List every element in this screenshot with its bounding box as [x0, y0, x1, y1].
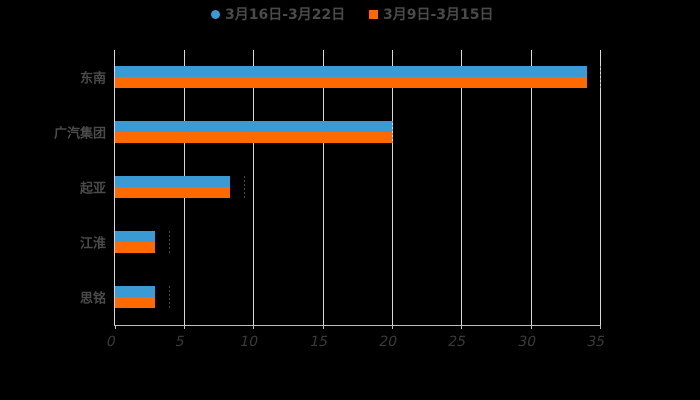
x-tick-label: 35	[585, 334, 607, 350]
legend-item-week-0316[interactable]: 3月16日-3月22日	[211, 4, 345, 24]
x-tick	[184, 325, 185, 329]
bar-week-0309[interactable]	[115, 297, 155, 308]
legend-marker-circle-icon	[211, 9, 220, 19]
bar-week-0309[interactable]	[115, 132, 392, 143]
gridline	[600, 50, 601, 325]
bar-week-0309[interactable]	[115, 77, 587, 88]
hidden-data-label	[169, 231, 170, 253]
hidden-data-label	[392, 121, 393, 143]
x-tick	[531, 325, 532, 329]
x-tick-label: 20	[377, 334, 399, 350]
x-tick	[461, 325, 462, 329]
hidden-data-label	[169, 286, 170, 308]
hidden-data-label	[244, 176, 245, 198]
y-category-label: 江淮	[79, 236, 106, 252]
bar-week-0309[interactable]	[115, 242, 155, 253]
bar-week-0316[interactable]	[115, 176, 230, 187]
bar-week-0316[interactable]	[115, 286, 155, 297]
legend-label: 3月16日-3月22日	[225, 7, 346, 23]
y-category-label: 思铭	[79, 291, 106, 307]
bar-week-0309[interactable]	[115, 187, 230, 198]
bar-week-0316[interactable]	[115, 121, 392, 132]
y-category-label: 东南	[79, 71, 106, 87]
x-tick	[323, 325, 324, 329]
y-category-label: 广汽集团	[53, 126, 106, 142]
x-tick-label: 25	[446, 334, 468, 350]
gridline	[253, 50, 254, 325]
x-tick	[115, 325, 116, 329]
chart-legend: 3月16日-3月22日 3月9日-3月15日	[0, 4, 700, 24]
bar-week-0316[interactable]	[115, 231, 155, 242]
bar-week-0316[interactable]	[115, 66, 587, 77]
legend-marker-square-icon	[369, 9, 378, 19]
gridline	[461, 50, 462, 325]
x-tick	[600, 325, 601, 329]
hidden-data-label	[600, 66, 601, 88]
x-tick-label: 10	[238, 334, 260, 350]
x-tick	[253, 325, 254, 329]
legend-label: 3月9日-3月15日	[383, 7, 494, 23]
x-tick-label: 0	[104, 334, 118, 350]
y-category-label: 起亚	[79, 181, 106, 197]
gridline	[531, 50, 532, 325]
gridline	[323, 50, 324, 325]
legend-item-week-0309[interactable]: 3月9日-3月15日	[369, 4, 494, 24]
gridline	[392, 50, 393, 325]
x-tick	[392, 325, 393, 329]
x-axis-line	[114, 325, 600, 326]
y-axis-line	[114, 50, 115, 326]
x-tick-label: 30	[516, 334, 538, 350]
x-tick-label: 5	[173, 334, 187, 350]
x-tick-label: 15	[308, 334, 330, 350]
